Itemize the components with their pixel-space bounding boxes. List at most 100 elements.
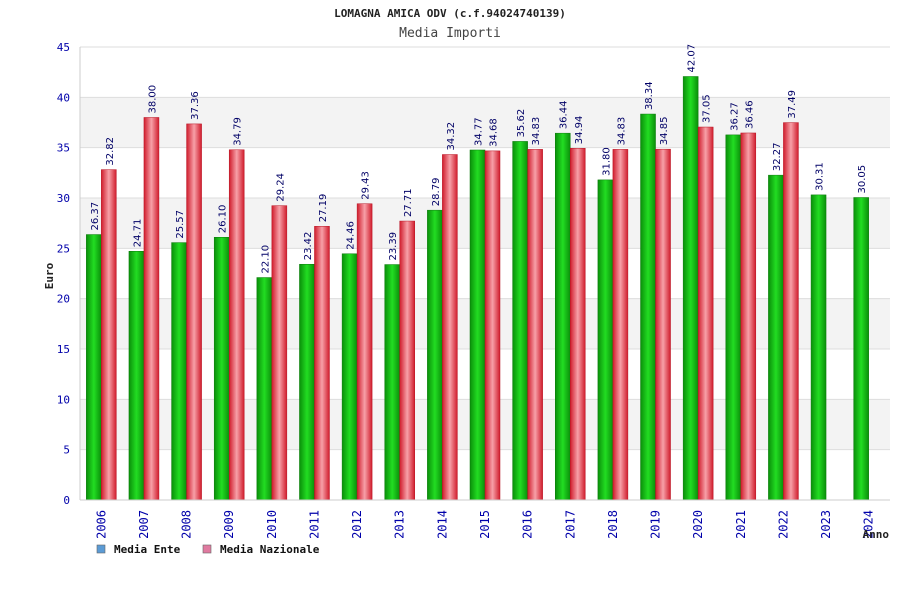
bar-media-ente-2016 <box>512 141 528 501</box>
data-label-media-nazionale-2019: 34.85 <box>659 117 670 146</box>
bar-media-nazionale-2020 <box>697 126 714 501</box>
x-tick-label-2024: 2024 <box>862 510 876 539</box>
x-tick-label-2013: 2013 <box>393 510 407 539</box>
x-tick-label-2009: 2009 <box>222 510 236 539</box>
chart-title: LOMAGNA AMICA ODV (c.f.94024740139) <box>334 7 566 20</box>
data-label-media-nazionale-2011: 27.19 <box>318 194 329 223</box>
x-tick-label-2019: 2019 <box>649 510 663 539</box>
chart-subtitle: Media Importi <box>399 26 501 41</box>
bar-media-nazionale-2006 <box>101 169 117 501</box>
bar-media-ente-2015 <box>469 149 486 501</box>
y-tick-label: 45 <box>57 41 70 54</box>
legend-item-media-nazionale: Media Nazionale <box>202 543 320 556</box>
bars <box>86 76 869 501</box>
y-axis-ticks: 0 5 10 15 20 25 30 35 40 45 <box>57 41 70 507</box>
bar-media-nazionale-2018 <box>612 149 629 501</box>
y-tick-label: 40 <box>57 91 70 104</box>
data-label-media-ente-2021: 36.27 <box>729 102 740 131</box>
bar-media-nazionale-2022 <box>783 122 799 501</box>
y-tick-label: 5 <box>63 444 70 457</box>
x-tick-label-2006: 2006 <box>94 510 108 539</box>
y-tick-label: 0 <box>63 494 70 507</box>
legend-label-media-ente: Media Ente <box>114 543 181 556</box>
bar-media-ente-2018 <box>597 179 614 501</box>
bar-media-ente-2013 <box>384 264 400 501</box>
bar-media-ente-2010 <box>256 277 273 501</box>
data-label-media-nazionale-2015: 34.68 <box>489 118 500 147</box>
legend: Media Ente Media Nazionale <box>96 543 320 556</box>
data-label-media-nazionale-2018: 34.83 <box>616 117 627 146</box>
legend-label-media-nazionale: Media Nazionale <box>220 543 320 556</box>
data-label-media-ente-2023: 30.31 <box>815 162 826 191</box>
x-axis-ticks: 2006 2007 2008 2009 2010 2011 2012 2013 2014 2015… <box>94 510 875 539</box>
bar-media-nazionale-2008 <box>186 123 202 501</box>
data-label-media-ente-2011: 23.42 <box>303 232 314 261</box>
bar-media-ente-2011 <box>299 263 315 501</box>
data-label-media-ente-2015: 34.77 <box>474 117 485 146</box>
bar-media-nazionale-2012 <box>356 203 373 501</box>
x-tick-label-2020: 2020 <box>691 510 705 539</box>
data-label-media-ente-2018: 31.80 <box>601 147 612 176</box>
bar-media-nazionale-2013 <box>399 220 415 501</box>
bar-media-ente-2007 <box>128 251 145 501</box>
data-label-media-ente-2014: 28.79 <box>431 178 442 207</box>
x-tick-label-2022: 2022 <box>776 510 790 539</box>
x-tick-label-2011: 2011 <box>307 510 321 539</box>
data-label-media-ente-2017: 36.44 <box>559 101 570 130</box>
data-label-media-ente-2013: 23.39 <box>388 232 399 261</box>
bar-media-ente-2006 <box>86 234 102 501</box>
bar-media-ente-2017 <box>555 132 571 501</box>
data-label-media-nazionale-2021: 36.46 <box>744 100 755 129</box>
bar-media-ente-2020 <box>682 76 699 501</box>
y-tick-label: 20 <box>57 293 70 306</box>
x-tick-label-2010: 2010 <box>265 510 279 539</box>
y-tick-label: 35 <box>57 142 70 155</box>
data-label-media-nazionale-2008: 37.36 <box>190 91 201 120</box>
data-label-media-nazionale-2016: 34.83 <box>531 117 542 146</box>
data-label-media-nazionale-2006: 32.82 <box>105 137 116 166</box>
bar-media-ente-2021 <box>725 134 742 501</box>
data-label-media-ente-2022: 32.27 <box>772 143 783 172</box>
y-tick-label: 25 <box>57 242 70 255</box>
x-axis-label: Anno <box>863 528 890 541</box>
bar-media-ente-2019 <box>640 113 656 501</box>
bar-media-ente-2024 <box>853 197 869 501</box>
bar-media-ente-2009 <box>213 237 230 501</box>
data-label-media-ente-2008: 25.57 <box>175 210 186 239</box>
x-tick-label-2007: 2007 <box>137 510 151 539</box>
data-label-media-ente-2006: 26.37 <box>90 202 101 231</box>
y-axis-label: Euro <box>43 262 56 289</box>
data-label-media-ente-2020: 42.07 <box>687 44 698 73</box>
bar-media-ente-2022 <box>768 174 784 501</box>
bar-media-nazionale-2007 <box>143 117 160 501</box>
data-label-media-nazionale-2010: 29.24 <box>275 173 286 202</box>
legend-swatch-media-ente <box>96 544 106 554</box>
x-tick-label-2008: 2008 <box>180 510 194 539</box>
data-label-media-nazionale-2013: 27.71 <box>403 188 414 217</box>
y-tick-label: 30 <box>57 192 70 205</box>
x-tick-label-2015: 2015 <box>478 510 492 539</box>
x-tick-label-2021: 2021 <box>734 510 748 539</box>
data-label-media-nazionale-2009: 34.79 <box>233 117 244 146</box>
y-tick-label: 10 <box>57 393 70 406</box>
data-label-media-ente-2024: 30.05 <box>857 165 868 194</box>
bar-media-nazionale-2009 <box>228 149 245 501</box>
data-labels: 26.37 32.82 24.71 38.00 25.57 37.36 26.10 34.79… <box>90 44 868 274</box>
x-tick-label-2012: 2012 <box>350 510 364 539</box>
bar-media-nazionale-2014 <box>442 154 458 501</box>
x-tick-label-2023: 2023 <box>819 510 833 539</box>
bar-media-ente-2023 <box>810 194 827 501</box>
data-label-media-ente-2012: 24.46 <box>346 221 357 250</box>
data-label-media-nazionale-2014: 34.32 <box>446 122 457 151</box>
grid-band <box>80 47 890 98</box>
x-tick-label-2018: 2018 <box>606 510 620 539</box>
bar-media-nazionale-2019 <box>655 148 671 501</box>
data-label-media-ente-2010: 22.10 <box>260 245 271 274</box>
bar-media-nazionale-2017 <box>570 148 586 501</box>
data-label-media-ente-2009: 26.10 <box>218 205 229 234</box>
data-label-media-ente-2016: 35.62 <box>516 109 527 138</box>
bar-media-ente-2012 <box>341 253 358 501</box>
data-label-media-nazionale-2020: 37.05 <box>702 94 713 123</box>
x-tick-label-2014: 2014 <box>435 510 449 539</box>
x-tick-label-2016: 2016 <box>521 510 535 539</box>
